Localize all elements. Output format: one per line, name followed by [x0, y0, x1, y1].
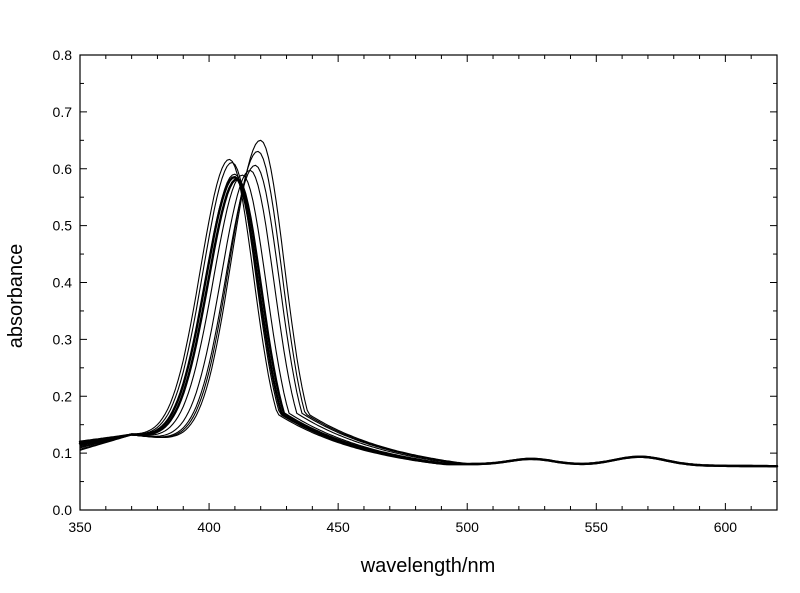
y-tick-label: 0.8: [53, 47, 73, 63]
spectrum-curve-9: [78, 175, 779, 468]
x-axis-title: wavelength/nm: [360, 555, 496, 577]
x-tick-label: 550: [585, 519, 609, 535]
x-tick-label: 600: [714, 519, 738, 535]
y-tick-label: 0.1: [53, 445, 73, 461]
spectrum-curve-1: [79, 139, 778, 467]
spectrum-curve-7: [79, 161, 778, 467]
y-tick-label: 0.4: [53, 275, 73, 291]
y-tick-label: 0.5: [53, 218, 73, 234]
y-tick-label: 0.0: [53, 502, 73, 518]
x-tick-label: 450: [326, 519, 350, 535]
y-tick-label: 0.3: [53, 331, 73, 347]
spectrum-curve-6: [79, 173, 778, 467]
x-tick-labels: 350 400 450 500 550 600: [68, 519, 737, 535]
x-tick-label: 500: [456, 519, 480, 535]
spectra-group: [78, 139, 779, 468]
y-tick-label: 0.7: [53, 104, 73, 120]
x-tick-label: 350: [68, 519, 92, 535]
axis-ticks: [79, 54, 778, 511]
spectrum-curve-3: [79, 164, 778, 467]
plot-frame: [79, 54, 778, 511]
y-axis-title: absorbance: [5, 244, 27, 349]
y-tick-labels: 0.0 0.1 0.2 0.3 0.4 0.5 0.6 0.7 0.8: [53, 47, 73, 518]
y-tick-label: 0.6: [53, 161, 73, 177]
x-tick-label: 400: [197, 519, 221, 535]
spectrum-curve-10: [78, 177, 779, 468]
y-tick-label: 0.2: [53, 388, 73, 404]
spectrum-curve-5: [79, 174, 778, 467]
spectrum-curve-4: [79, 169, 778, 467]
